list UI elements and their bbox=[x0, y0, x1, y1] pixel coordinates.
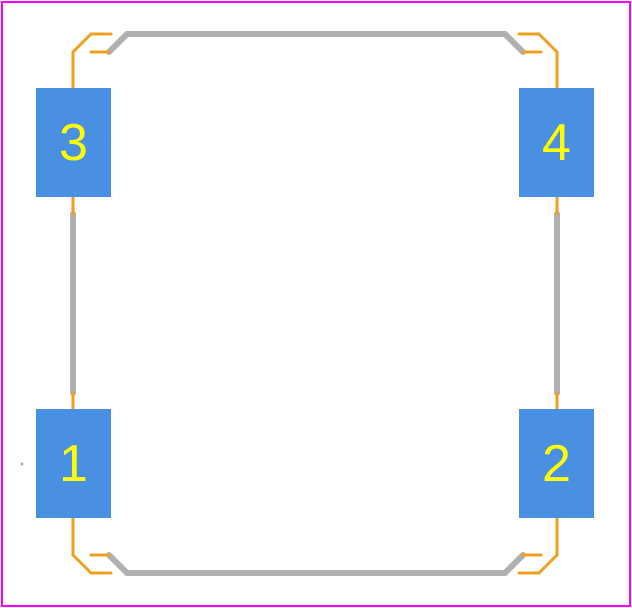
footprint-diagram bbox=[0, 0, 632, 608]
pad-1-label: 1 bbox=[59, 438, 88, 490]
pad-2-label: 2 bbox=[542, 438, 571, 490]
pad-4-label: 4 bbox=[542, 117, 571, 169]
pad-3-label: 3 bbox=[59, 117, 88, 169]
pin1-marker bbox=[21, 463, 24, 466]
